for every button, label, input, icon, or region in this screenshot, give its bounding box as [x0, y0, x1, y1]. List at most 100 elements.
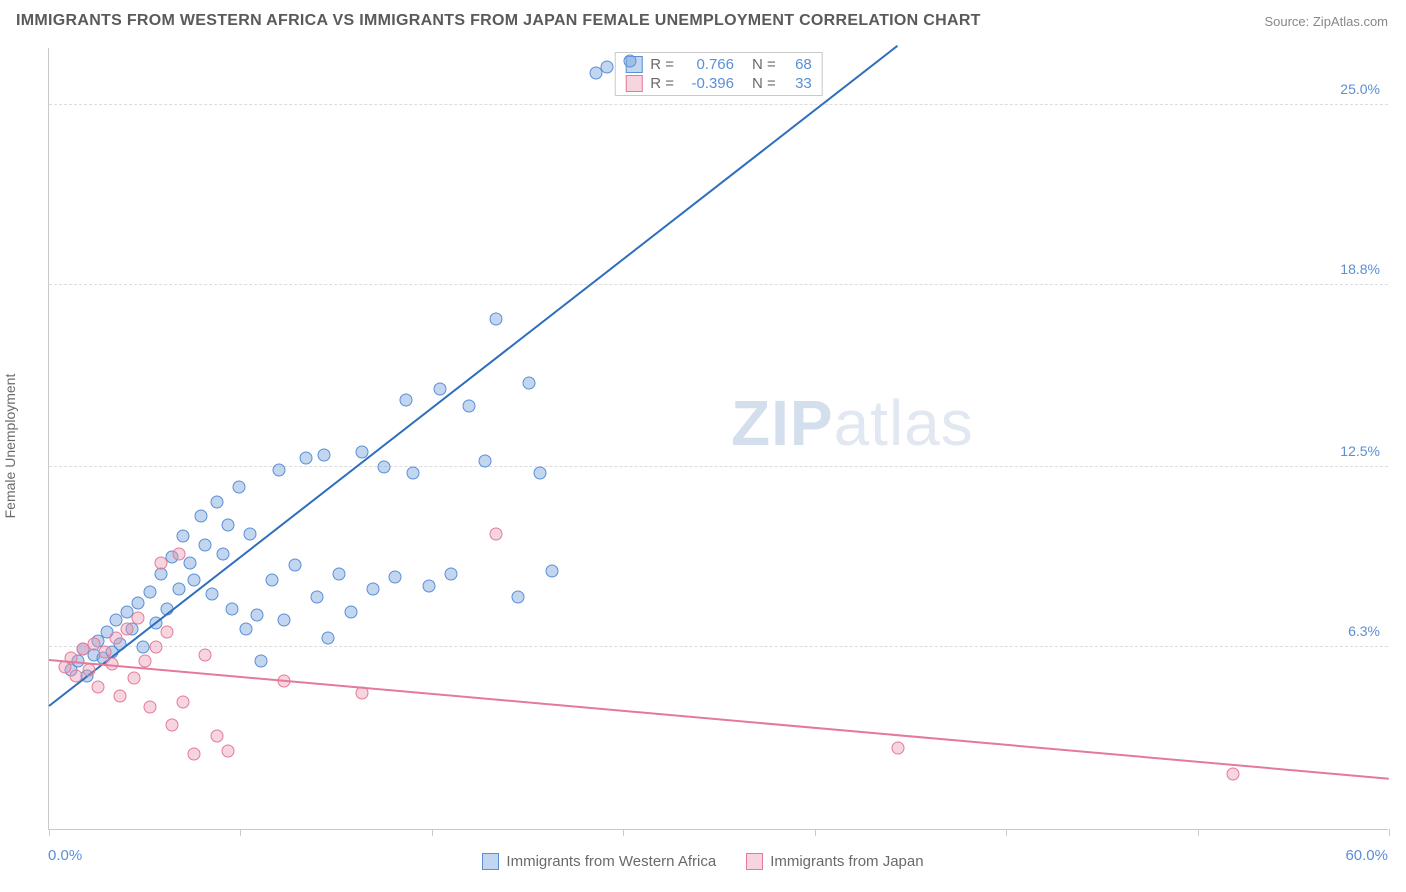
data-point: [206, 588, 219, 601]
data-point: [69, 669, 82, 682]
x-tick: [432, 829, 433, 836]
legend-swatch: [746, 853, 763, 870]
data-point: [188, 573, 201, 586]
gridline: [49, 104, 1388, 105]
data-point: [165, 718, 178, 731]
legend-swatch: [482, 853, 499, 870]
gridline: [49, 284, 1388, 285]
watermark-zip: ZIP: [731, 387, 834, 459]
data-point: [288, 559, 301, 572]
n-value: 68: [784, 56, 812, 73]
data-point: [250, 608, 263, 621]
data-point: [523, 376, 536, 389]
chart-title: IMMIGRANTS FROM WESTERN AFRICA VS IMMIGR…: [16, 12, 981, 30]
trend-line: [49, 659, 1389, 780]
data-point: [221, 518, 234, 531]
data-point: [601, 61, 614, 74]
y-tick-label: 25.0%: [1340, 81, 1380, 97]
data-point: [188, 747, 201, 760]
data-point: [1226, 767, 1239, 780]
n-label: N =: [752, 75, 776, 92]
x-tick: [1198, 829, 1199, 836]
legend-item: Immigrants from Western Africa: [482, 853, 716, 870]
data-point: [177, 530, 190, 543]
data-point: [154, 568, 167, 581]
data-point: [226, 602, 239, 615]
r-value: 0.766: [682, 56, 734, 73]
data-point: [110, 631, 123, 644]
data-point: [210, 730, 223, 743]
x-tick: [623, 829, 624, 836]
data-point: [139, 655, 152, 668]
data-point: [199, 649, 212, 662]
data-point: [422, 579, 435, 592]
data-point: [92, 681, 105, 694]
n-label: N =: [752, 56, 776, 73]
data-point: [127, 672, 140, 685]
data-point: [478, 455, 491, 468]
gridline: [49, 646, 1388, 647]
stats-swatch: [625, 75, 642, 92]
stats-row: R = 0.766 N = 68: [615, 55, 822, 74]
r-label: R =: [650, 56, 674, 73]
data-point: [217, 547, 230, 560]
x-tick: [1389, 829, 1390, 836]
data-point: [534, 466, 547, 479]
data-point: [389, 571, 402, 584]
data-point: [136, 640, 149, 653]
data-point: [322, 631, 335, 644]
data-point: [172, 582, 185, 595]
legend-label: Immigrants from Japan: [770, 853, 923, 870]
data-point: [143, 585, 156, 598]
y-tick-label: 6.3%: [1348, 623, 1380, 639]
source-attribution: Source: ZipAtlas.com: [1264, 14, 1388, 29]
x-tick: [1006, 829, 1007, 836]
data-point: [172, 547, 185, 560]
trend-line: [48, 45, 898, 707]
data-point: [210, 495, 223, 508]
data-point: [891, 741, 904, 754]
data-point: [154, 556, 167, 569]
y-axis-label: Female Unemployment: [2, 374, 18, 519]
data-point: [114, 689, 127, 702]
data-point: [83, 663, 96, 676]
data-point: [344, 605, 357, 618]
data-point: [400, 394, 413, 407]
data-point: [489, 313, 502, 326]
data-point: [277, 614, 290, 627]
data-point: [489, 527, 502, 540]
series-legend: Immigrants from Western Africa Immigrants…: [0, 853, 1406, 870]
watermark-atlas: atlas: [834, 387, 974, 459]
watermark: ZIPatlas: [731, 386, 974, 460]
x-tick: [815, 829, 816, 836]
data-point: [623, 55, 636, 68]
correlation-stats-box: R = 0.766 N = 68 R = -0.396 N = 33: [614, 52, 823, 96]
data-point: [161, 626, 174, 639]
data-point: [232, 481, 245, 494]
data-point: [311, 591, 324, 604]
data-point: [255, 655, 268, 668]
data-point: [407, 466, 420, 479]
scatter-plot-area: ZIPatlas R = 0.766 N = 68 R = -0.396 N = 33 6.3…: [48, 48, 1388, 830]
n-value: 33: [784, 75, 812, 92]
data-point: [177, 695, 190, 708]
y-tick-label: 12.5%: [1340, 443, 1380, 459]
gridline: [49, 466, 1388, 467]
x-tick: [49, 829, 50, 836]
data-point: [317, 449, 330, 462]
data-point: [433, 382, 446, 395]
y-tick-label: 18.8%: [1340, 261, 1380, 277]
data-point: [266, 573, 279, 586]
legend-label: Immigrants from Western Africa: [506, 853, 716, 870]
data-point: [244, 527, 257, 540]
x-tick: [240, 829, 241, 836]
data-point: [132, 611, 145, 624]
data-point: [445, 568, 458, 581]
r-value: -0.396: [682, 75, 734, 92]
data-point: [221, 744, 234, 757]
r-label: R =: [650, 75, 674, 92]
data-point: [183, 556, 196, 569]
data-point: [273, 463, 286, 476]
data-point: [239, 623, 252, 636]
data-point: [121, 623, 134, 636]
